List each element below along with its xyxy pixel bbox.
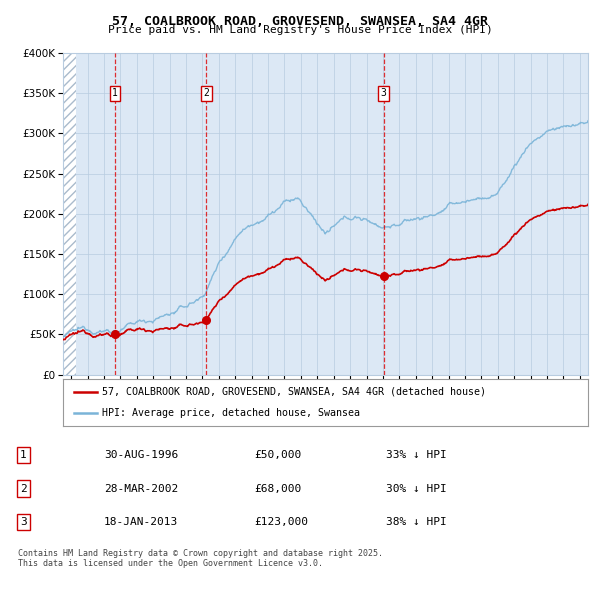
Text: 38% ↓ HPI: 38% ↓ HPI bbox=[386, 517, 447, 527]
Text: 57, COALBROOK ROAD, GROVESEND, SWANSEA, SA4 4GR (detached house): 57, COALBROOK ROAD, GROVESEND, SWANSEA, … bbox=[103, 386, 487, 396]
Text: 2: 2 bbox=[20, 484, 27, 494]
Text: 28-MAR-2002: 28-MAR-2002 bbox=[104, 484, 178, 494]
Text: £50,000: £50,000 bbox=[254, 450, 301, 460]
Text: £123,000: £123,000 bbox=[254, 517, 308, 527]
Text: 1: 1 bbox=[112, 88, 118, 99]
Text: 33% ↓ HPI: 33% ↓ HPI bbox=[386, 450, 447, 460]
Text: 2: 2 bbox=[203, 88, 209, 99]
Text: 30-AUG-1996: 30-AUG-1996 bbox=[104, 450, 178, 460]
Text: 3: 3 bbox=[20, 517, 27, 527]
Text: 1: 1 bbox=[20, 450, 27, 460]
Text: 57, COALBROOK ROAD, GROVESEND, SWANSEA, SA4 4GR: 57, COALBROOK ROAD, GROVESEND, SWANSEA, … bbox=[112, 15, 488, 28]
Text: 18-JAN-2013: 18-JAN-2013 bbox=[104, 517, 178, 527]
Text: Price paid vs. HM Land Registry's House Price Index (HPI): Price paid vs. HM Land Registry's House … bbox=[107, 25, 493, 35]
Text: 3: 3 bbox=[381, 88, 386, 99]
Text: HPI: Average price, detached house, Swansea: HPI: Average price, detached house, Swan… bbox=[103, 408, 361, 418]
Text: 30% ↓ HPI: 30% ↓ HPI bbox=[386, 484, 447, 494]
Text: £68,000: £68,000 bbox=[254, 484, 301, 494]
Text: Contains HM Land Registry data © Crown copyright and database right 2025.
This d: Contains HM Land Registry data © Crown c… bbox=[18, 549, 383, 568]
